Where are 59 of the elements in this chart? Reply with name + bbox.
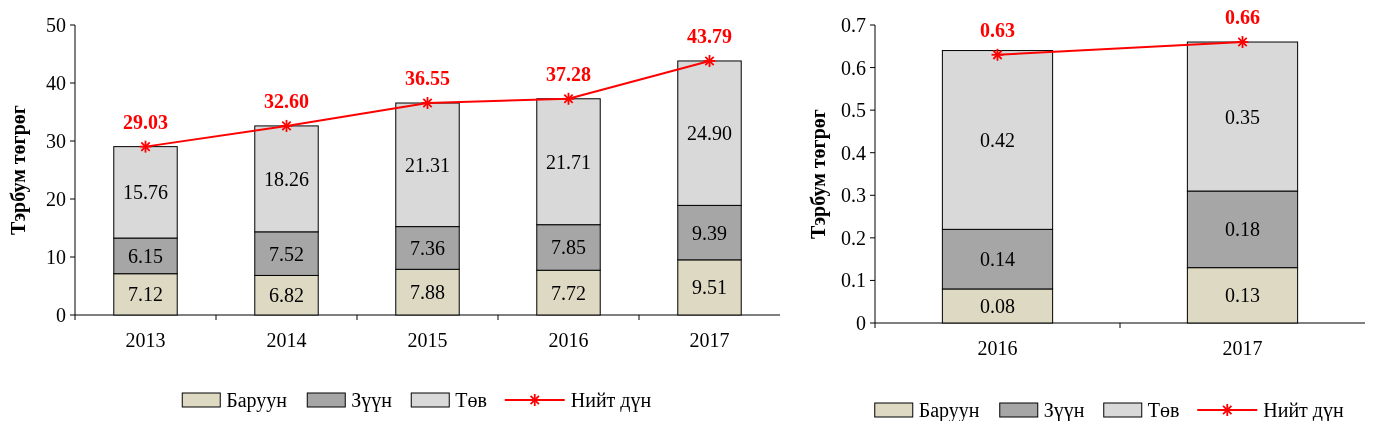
data-label: 21.71 (546, 150, 591, 173)
data-label: 0.63 (980, 18, 1015, 41)
x-tick-label: 2016 (548, 329, 589, 351)
legend-label: Баруун (918, 399, 980, 421)
y-tick-label: 0.5 (841, 99, 866, 122)
data-label: 32.60 (264, 89, 309, 112)
data-label: 9.51 (692, 276, 727, 299)
x-tick-label: 2016 (977, 337, 1018, 359)
y-tick-label: 0.2 (841, 226, 866, 249)
y-axis-title: Тэрбум төгрөг (807, 109, 830, 239)
data-label: 7.36 (410, 236, 445, 259)
data-label: 9.39 (692, 221, 727, 244)
data-label: 0.66 (1225, 6, 1260, 29)
data-label: 7.12 (128, 283, 163, 306)
data-label: 0.08 (980, 294, 1015, 317)
x-tick-label: 2013 (125, 329, 166, 351)
x-tick-label: 2014 (266, 329, 307, 351)
data-label: 15.76 (123, 181, 168, 204)
data-label: 18.26 (264, 167, 309, 190)
data-label: 7.72 (551, 281, 586, 304)
legend-label: Зүүн (351, 389, 393, 412)
data-label: 43.79 (687, 25, 732, 48)
data-label: 7.88 (410, 281, 445, 304)
legend-label: Төв (1147, 399, 1180, 421)
y-tick-label: 30 (46, 130, 66, 152)
data-label: 0.35 (1225, 105, 1260, 128)
data-label: 0.42 (980, 128, 1015, 151)
x-tick-label: 2017 (1222, 337, 1263, 359)
legend-label: Төв (455, 389, 487, 411)
y-tick-label: 0 (856, 312, 866, 334)
y-tick-label: 0.7 (841, 14, 866, 36)
y-axis-title: Тэрбум төгрөг (7, 105, 30, 235)
y-tick-label: 40 (46, 72, 66, 94)
legend-label: Нийт дүн (570, 389, 652, 412)
y-tick-label: 0 (56, 304, 66, 326)
y-tick-label: 50 (46, 14, 66, 36)
data-label: 24.90 (687, 122, 732, 145)
y-tick-label: 0.1 (841, 269, 866, 292)
data-label: 36.55 (405, 67, 450, 90)
data-label: 0.14 (980, 248, 1015, 271)
data-label: 37.28 (546, 62, 591, 85)
legend-label: Зүүн (1043, 399, 1085, 421)
x-tick-label: 2015 (407, 329, 448, 351)
x-tick-label: 2017 (689, 329, 730, 351)
data-label: 6.82 (269, 284, 304, 307)
legend-label: Нийт дүн (1263, 399, 1345, 421)
data-label: 0.13 (1225, 284, 1260, 307)
data-label: 29.03 (123, 110, 168, 133)
data-label: 7.52 (269, 242, 304, 265)
data-label: 0.18 (1225, 218, 1260, 241)
legend-label: Баруун (226, 389, 288, 412)
data-label: 7.85 (551, 236, 586, 259)
y-tick-label: 0.3 (841, 184, 866, 207)
y-tick-label: 0.6 (841, 56, 866, 79)
y-tick-label: 0.4 (841, 141, 866, 164)
data-label: 21.31 (405, 153, 450, 176)
y-tick-label: 20 (46, 188, 66, 210)
y-tick-label: 10 (46, 246, 66, 268)
data-label: 6.15 (128, 244, 163, 267)
